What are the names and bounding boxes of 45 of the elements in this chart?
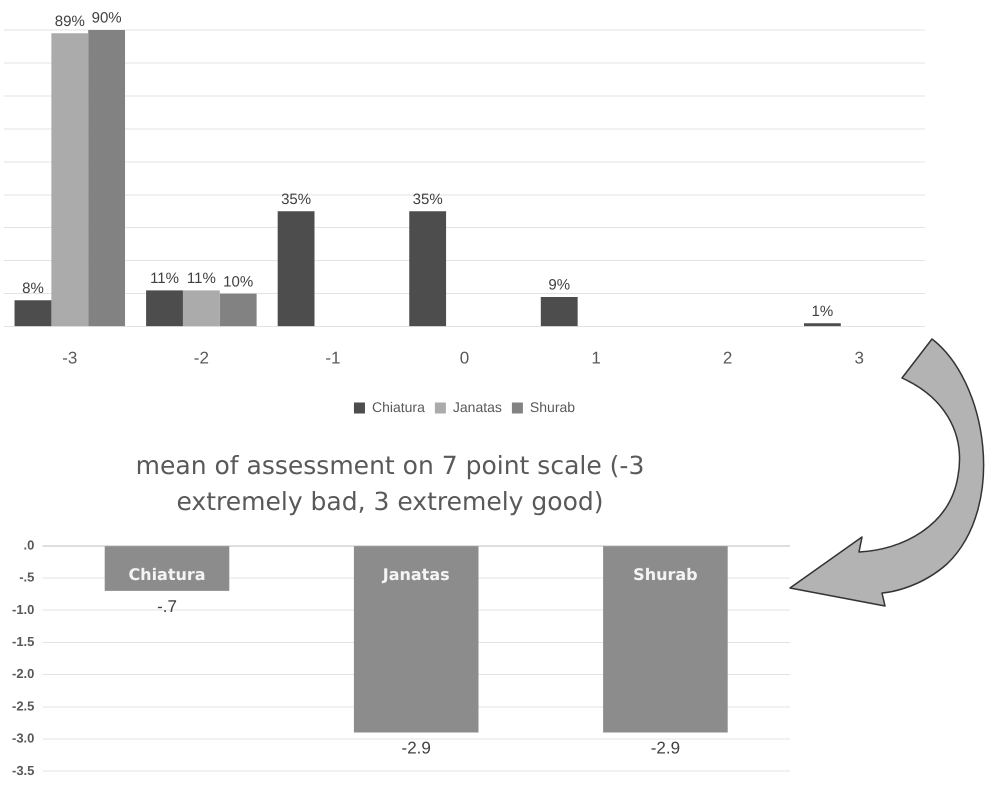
legend-label: Shurab	[530, 398, 576, 415]
bar	[14, 300, 52, 326]
bar	[182, 290, 220, 326]
y-tick-label: -2.0	[12, 666, 34, 682]
legend-label: Janatas	[452, 398, 502, 415]
data-label: 35%	[412, 190, 443, 208]
x-tick-label: -2	[194, 348, 209, 368]
data-label: -2.9	[402, 738, 431, 758]
data-label: 35%	[281, 190, 312, 208]
x-tick-label: -1	[325, 348, 340, 368]
bar	[51, 33, 88, 326]
y-tick-label: -.5	[19, 570, 34, 585]
data-label: 8%	[22, 280, 44, 297]
data-label: 90%	[92, 10, 122, 27]
data-label: 9%	[548, 276, 570, 294]
x-tick-label: Janatas	[382, 564, 450, 584]
y-tick-label: -1.0	[12, 602, 34, 617]
x-tick-label: 3	[854, 348, 864, 368]
legend-label: Chiatura	[372, 398, 426, 415]
y-tick-label: -3.5	[12, 762, 34, 778]
data-label: 89%	[54, 12, 85, 30]
y-tick-label: .0	[24, 537, 34, 552]
bar	[220, 294, 257, 326]
y-tick-label: -3.0	[12, 730, 34, 746]
data-label: 11%	[186, 270, 216, 287]
bar	[278, 211, 315, 326]
data-label: 10%	[223, 273, 254, 290]
bar	[88, 30, 126, 326]
data-label: 11%	[150, 270, 179, 287]
data-label: -2.9	[650, 738, 680, 758]
bar	[804, 323, 841, 326]
bar	[146, 290, 183, 326]
x-tick-label: -3	[62, 348, 78, 368]
data-label: 1%	[812, 302, 834, 320]
data-label: -.7	[157, 597, 177, 616]
x-tick-label: Chiatura	[128, 564, 206, 584]
chart-title: mean of assessment on 7 point scale (-3 extremely bad, 3 extremely good)	[134, 450, 646, 518]
x-tick-label: Shurab	[633, 564, 698, 584]
y-tick-label: -2.5	[12, 698, 34, 714]
bar	[409, 211, 446, 326]
bar	[540, 296, 578, 326]
x-tick-label: 1	[591, 348, 601, 368]
x-tick-label: 2	[722, 348, 732, 368]
y-tick-label: -1.5	[12, 634, 34, 649]
x-tick-label: 0	[460, 348, 470, 368]
